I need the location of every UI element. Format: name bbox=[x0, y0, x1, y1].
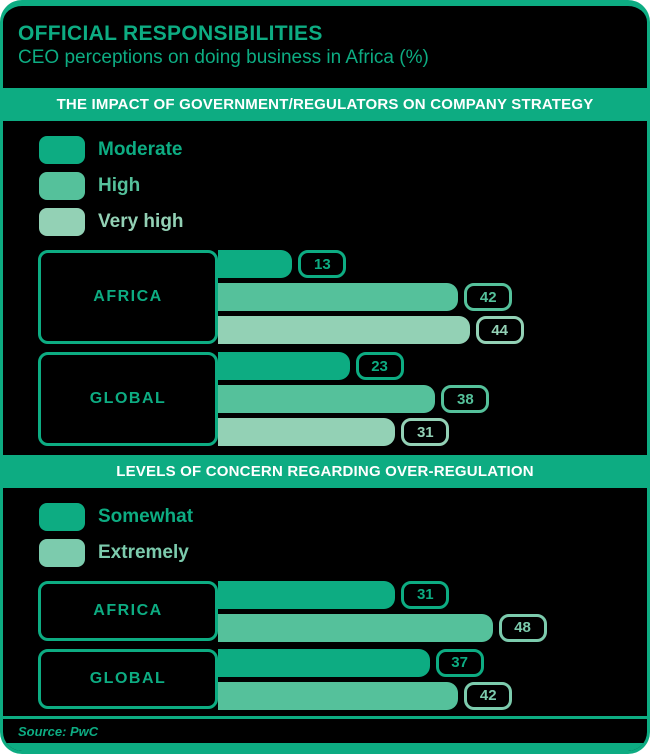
legend-item: Very high bbox=[39, 208, 647, 236]
legend-item: Somewhat bbox=[39, 503, 647, 531]
category-box: AFRICA bbox=[38, 581, 218, 641]
bar-row: 42 bbox=[218, 681, 647, 710]
chart-1-legend: Moderate High Very high bbox=[39, 136, 647, 236]
bars-column: 23 38 31 bbox=[218, 352, 647, 446]
category-group: GLOBAL 23 38 31 bbox=[38, 352, 647, 446]
page-title: OFFICIAL RESPONSIBILITIES bbox=[18, 22, 323, 45]
value-chip: 13 bbox=[298, 250, 347, 278]
legend-label: Very high bbox=[98, 211, 184, 232]
category-label: AFRICA bbox=[93, 288, 163, 305]
value-label: 48 bbox=[514, 619, 531, 636]
value-chip: 42 bbox=[464, 283, 513, 311]
value-chip: 31 bbox=[401, 418, 450, 446]
category-group: AFRICA 13 42 44 bbox=[38, 250, 647, 344]
legend-item: Moderate bbox=[39, 136, 647, 164]
category-label: GLOBAL bbox=[89, 670, 167, 687]
value-label: 42 bbox=[479, 687, 497, 704]
legend-label: Moderate bbox=[98, 139, 183, 160]
category-label: GLOBAL bbox=[89, 390, 167, 407]
legend-item: High bbox=[39, 172, 647, 200]
value-label: 37 bbox=[451, 654, 468, 671]
value-label: 31 bbox=[416, 423, 434, 441]
bar-row: 44 bbox=[218, 316, 647, 344]
category-group: AFRICA 31 48 bbox=[38, 580, 647, 642]
legend-label: High bbox=[98, 175, 141, 196]
bar-row: 37 bbox=[218, 648, 647, 677]
source-row: Source: PwC bbox=[3, 719, 647, 743]
chart-2-groups: AFRICA 31 48 GLOBAL 37 42 bbox=[38, 580, 647, 710]
bar-row: 48 bbox=[218, 613, 647, 642]
value-label: 13 bbox=[314, 255, 331, 273]
legend-swatch bbox=[39, 539, 85, 567]
legend-item: Extremely bbox=[39, 539, 647, 567]
category-box: AFRICA bbox=[38, 250, 218, 344]
legend-label: Extremely bbox=[98, 542, 189, 563]
value-chip: 23 bbox=[355, 352, 404, 380]
value-chip: 37 bbox=[435, 648, 484, 677]
bars-column: 37 42 bbox=[218, 648, 647, 710]
chart-2-legend: Somewhat Extremely bbox=[39, 503, 647, 567]
value-chip: 38 bbox=[441, 385, 490, 413]
category-label: AFRICA bbox=[93, 602, 163, 619]
section-title-1: THE IMPACT OF GOVERNMENT/REGULATORS ON C… bbox=[56, 96, 594, 113]
bar bbox=[218, 580, 396, 609]
bar bbox=[218, 613, 493, 642]
value-label: 44 bbox=[491, 321, 509, 339]
bars-column: 13 42 44 bbox=[218, 250, 647, 344]
value-label: 23 bbox=[371, 357, 388, 375]
source-credit: Source: PwC bbox=[18, 723, 99, 739]
value-label: 31 bbox=[416, 586, 434, 603]
section-title-2: LEVELS OF CONCERN REGARDING OVER-REGULAT… bbox=[116, 463, 534, 480]
page-subtitle: CEO perceptions on doing business in Afr… bbox=[18, 47, 429, 69]
section-band-1: THE IMPACT OF GOVERNMENT/REGULATORS ON C… bbox=[3, 88, 647, 121]
value-label: 42 bbox=[479, 288, 497, 306]
bar bbox=[218, 352, 350, 380]
legend-swatch bbox=[39, 172, 85, 200]
bar-row: 42 bbox=[218, 283, 647, 311]
bar bbox=[218, 283, 459, 311]
bar-row: 31 bbox=[218, 580, 647, 609]
category-box: GLOBAL bbox=[38, 649, 218, 709]
bar-row: 31 bbox=[218, 418, 647, 446]
section-band-2: LEVELS OF CONCERN REGARDING OVER-REGULAT… bbox=[3, 455, 647, 488]
value-chip: 44 bbox=[475, 316, 524, 344]
chart-1-section: Moderate High Very high AFRICA 13 42 44 GLOBAL… bbox=[3, 121, 647, 455]
legend-label: Somewhat bbox=[98, 506, 194, 527]
value-label: 38 bbox=[457, 390, 474, 408]
bar-row: 13 bbox=[218, 250, 647, 278]
bar bbox=[218, 648, 430, 677]
category-group: GLOBAL 37 42 bbox=[38, 648, 647, 710]
bar-row: 38 bbox=[218, 385, 647, 413]
bar bbox=[218, 316, 470, 344]
legend-swatch bbox=[39, 503, 85, 531]
footer-bar bbox=[3, 743, 647, 751]
legend-swatch bbox=[39, 136, 85, 164]
chart-2-section: Somewhat Extremely AFRICA 31 48 GLOBAL 37 42 bbox=[3, 488, 647, 716]
header: OFFICIAL RESPONSIBILITIES CEO perception… bbox=[3, 6, 647, 88]
bars-column: 31 48 bbox=[218, 580, 647, 642]
footer-divider bbox=[3, 716, 647, 719]
legend-swatch bbox=[39, 208, 85, 236]
value-chip: 48 bbox=[498, 613, 547, 642]
chart-1-groups: AFRICA 13 42 44 GLOBAL 23 38 31 bbox=[38, 250, 647, 446]
category-box: GLOBAL bbox=[38, 352, 218, 446]
value-chip: 31 bbox=[401, 580, 450, 609]
bar bbox=[218, 418, 396, 446]
bar bbox=[218, 385, 436, 413]
bar bbox=[218, 681, 459, 710]
bar bbox=[218, 250, 293, 278]
bar-row: 23 bbox=[218, 352, 647, 380]
value-chip: 42 bbox=[464, 681, 513, 710]
